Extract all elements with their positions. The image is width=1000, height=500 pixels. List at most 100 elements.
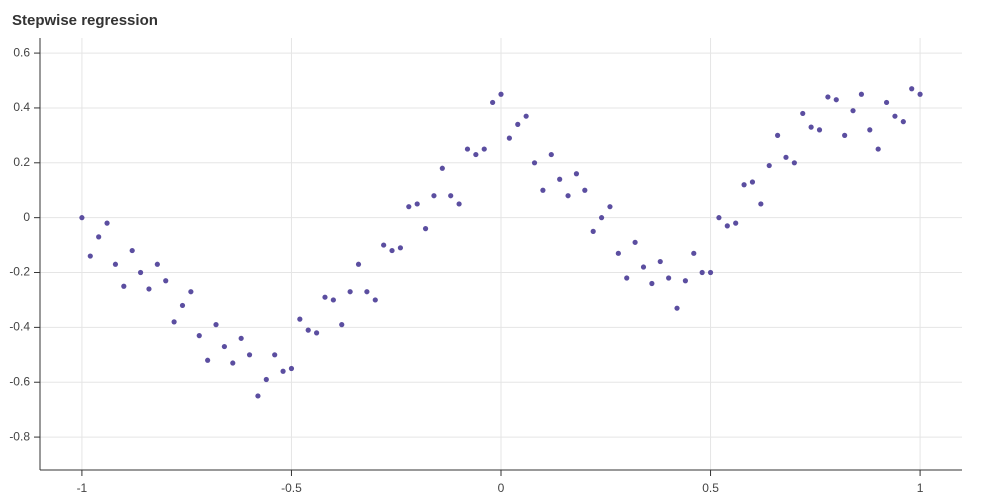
point bbox=[573, 171, 580, 177]
point bbox=[749, 179, 756, 185]
point bbox=[263, 376, 269, 383]
point bbox=[104, 220, 110, 226]
point bbox=[557, 176, 563, 182]
point bbox=[632, 239, 638, 245]
point bbox=[657, 258, 663, 265]
point bbox=[842, 132, 848, 138]
point bbox=[121, 283, 127, 289]
y-tick-label: 0.6 bbox=[13, 45, 30, 59]
point bbox=[598, 215, 605, 221]
point bbox=[314, 330, 320, 336]
point bbox=[791, 160, 797, 166]
point bbox=[364, 289, 370, 295]
point bbox=[649, 280, 655, 287]
point bbox=[800, 110, 806, 117]
y-tick-label: 0.4 bbox=[13, 100, 30, 114]
x-tick-label: 0 bbox=[498, 481, 505, 495]
point bbox=[808, 124, 814, 130]
point bbox=[96, 234, 102, 240]
point bbox=[339, 322, 345, 328]
point bbox=[699, 269, 705, 276]
point bbox=[816, 127, 823, 133]
point bbox=[171, 319, 177, 325]
point bbox=[490, 99, 496, 106]
point bbox=[523, 113, 529, 119]
point bbox=[875, 146, 881, 152]
point bbox=[666, 275, 672, 281]
point bbox=[775, 132, 781, 138]
point bbox=[892, 113, 898, 119]
point bbox=[548, 151, 554, 158]
point bbox=[355, 261, 362, 267]
point bbox=[389, 247, 395, 254]
y-tick-label: -0.4 bbox=[9, 320, 30, 334]
point bbox=[515, 121, 521, 127]
point bbox=[422, 226, 429, 232]
point bbox=[112, 261, 119, 267]
y-tick-label: 0 bbox=[23, 210, 30, 224]
point bbox=[724, 223, 730, 229]
point bbox=[137, 269, 144, 276]
point bbox=[213, 322, 219, 328]
point bbox=[230, 360, 236, 366]
point bbox=[79, 215, 85, 221]
point bbox=[498, 91, 504, 97]
point bbox=[691, 250, 697, 256]
point bbox=[221, 343, 227, 350]
y-tick-label: -0.6 bbox=[9, 374, 30, 388]
point bbox=[255, 393, 261, 399]
point bbox=[615, 250, 621, 256]
point bbox=[330, 297, 336, 303]
point bbox=[397, 245, 404, 251]
point bbox=[590, 228, 596, 234]
point bbox=[707, 269, 714, 276]
point bbox=[448, 193, 454, 199]
point bbox=[473, 151, 479, 158]
point bbox=[716, 215, 722, 221]
point bbox=[129, 247, 135, 254]
point bbox=[858, 91, 865, 97]
point bbox=[565, 193, 571, 199]
point bbox=[917, 91, 923, 97]
point bbox=[414, 201, 420, 207]
point bbox=[238, 335, 244, 341]
point bbox=[481, 146, 487, 152]
point bbox=[607, 204, 613, 210]
point bbox=[900, 119, 906, 125]
point bbox=[280, 368, 286, 374]
point bbox=[456, 201, 462, 207]
point bbox=[758, 201, 764, 207]
point bbox=[179, 302, 186, 309]
point bbox=[540, 187, 546, 193]
point bbox=[322, 294, 328, 300]
point bbox=[439, 165, 445, 171]
point bbox=[531, 160, 538, 166]
point bbox=[825, 94, 831, 100]
point bbox=[272, 352, 278, 358]
y-tick-label: -0.8 bbox=[9, 429, 30, 443]
point bbox=[381, 242, 387, 248]
point bbox=[305, 327, 311, 333]
chart-title: Stepwise regression bbox=[12, 12, 158, 29]
point bbox=[464, 146, 471, 152]
point bbox=[188, 289, 194, 295]
point bbox=[883, 99, 890, 106]
point bbox=[783, 154, 789, 160]
point bbox=[154, 261, 160, 267]
point bbox=[624, 275, 630, 281]
point bbox=[833, 97, 839, 103]
point bbox=[733, 220, 739, 226]
point bbox=[347, 289, 353, 295]
point bbox=[431, 193, 437, 199]
point bbox=[246, 352, 253, 358]
x-tick-label: 1 bbox=[917, 481, 924, 495]
point bbox=[506, 135, 512, 141]
point bbox=[850, 108, 856, 114]
y-tick-label: 0.2 bbox=[13, 155, 30, 169]
x-tick-label: -1 bbox=[77, 481, 88, 495]
point bbox=[146, 286, 152, 292]
point bbox=[867, 127, 873, 133]
y-tick-label: -0.2 bbox=[9, 265, 30, 279]
point bbox=[406, 204, 412, 210]
